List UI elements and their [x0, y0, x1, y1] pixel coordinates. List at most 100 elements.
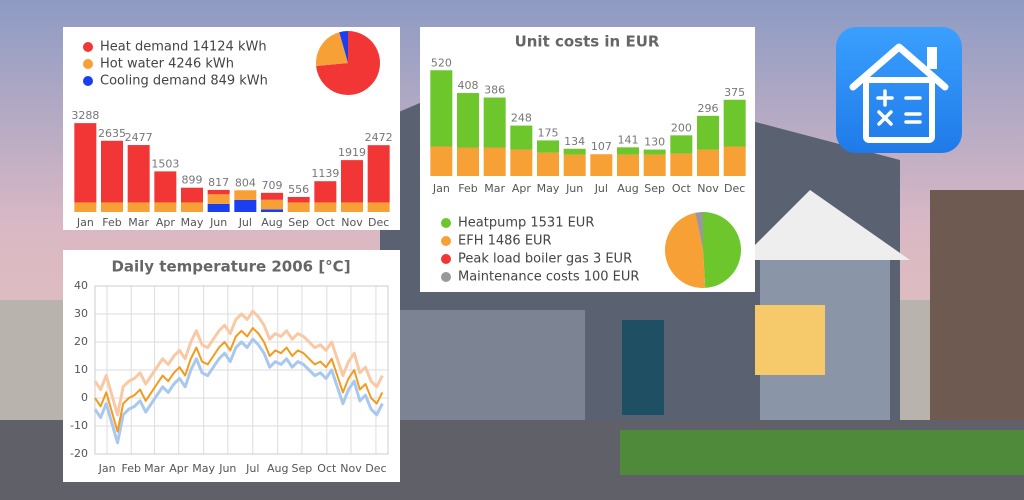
- legend-label: Heat demand 14124 kWh: [100, 40, 267, 55]
- x-tick-label: Oct: [317, 462, 337, 475]
- total-label: 556: [288, 183, 309, 196]
- x-tick-label: May: [537, 182, 560, 195]
- total-label: 2635: [98, 127, 126, 140]
- pie-slice: [316, 32, 348, 67]
- x-tick-label: Sep: [644, 182, 665, 195]
- bar-segment: [590, 154, 613, 176]
- total-label: 130: [644, 136, 665, 149]
- plot-frame: [94, 285, 389, 455]
- x-tick-label: Apr: [156, 216, 176, 229]
- total-label: 709: [262, 179, 283, 192]
- total-label: 899: [182, 174, 203, 187]
- x-tick-label: Jan: [98, 462, 116, 475]
- legend-label: Hot water 4246 kWh: [100, 57, 234, 72]
- bar-segment: [261, 192, 283, 200]
- pie-slice: [703, 212, 741, 288]
- pie-slice: [695, 212, 703, 250]
- x-tick-label: Dec: [365, 462, 386, 475]
- bar-segment: [181, 187, 203, 203]
- x-tick-label: Mar: [128, 216, 149, 229]
- x-tick-label: May: [181, 216, 204, 229]
- bar-segment: [74, 123, 97, 203]
- line: [93, 337, 384, 445]
- line: [94, 327, 384, 433]
- bar-segment: [367, 145, 390, 203]
- panel: [63, 250, 400, 482]
- bar-segment: [287, 196, 310, 203]
- total-label: 134: [564, 135, 585, 148]
- x-tick-label: Mar: [144, 462, 165, 475]
- bar-segment: [483, 97, 506, 148]
- bar-segment: [643, 154, 666, 176]
- total-label: 375: [724, 86, 745, 99]
- pie-slice: [339, 31, 348, 63]
- app-icon: [836, 27, 962, 153]
- bar-segment: [723, 146, 746, 176]
- pie-slice: [316, 31, 380, 95]
- bar-segment: [234, 190, 257, 200]
- total-label: 386: [484, 84, 505, 97]
- total-label: 107: [591, 140, 612, 153]
- bar-segment: [207, 203, 230, 212]
- pie-slice: [695, 212, 703, 250]
- bar-segment: [483, 147, 506, 176]
- legend-label: EFH 1486 EUR: [458, 234, 552, 249]
- legend-marker: [441, 236, 451, 246]
- x-tick-label: Aug: [267, 462, 288, 475]
- y-tick-label: 40: [74, 279, 88, 292]
- legend-label: Maintenance costs 100 EUR: [458, 270, 639, 285]
- total-label: 1139: [311, 167, 339, 180]
- y-tick-label: -20: [70, 447, 88, 460]
- x-tick-label: Jun: [565, 182, 583, 195]
- x-tick-label: Dec: [368, 216, 389, 229]
- x-tick-label: Jul: [594, 182, 608, 195]
- y-tick-label: 10: [74, 363, 88, 376]
- bar-segment: [367, 202, 390, 212]
- x-tick-label: Jul: [245, 462, 259, 475]
- total-label: 2472: [365, 131, 393, 144]
- bar-segment: [314, 202, 337, 212]
- x-tick-label: Oct: [316, 216, 336, 229]
- chart-title: Unit costs in EUR: [515, 33, 660, 51]
- bar-segment: [207, 194, 230, 204]
- total-label: 175: [538, 126, 559, 139]
- total-label: 804: [235, 176, 256, 189]
- total-label: 1919: [338, 146, 366, 159]
- x-tick-label: Nov: [697, 182, 719, 195]
- total-label: 3288: [71, 109, 99, 122]
- x-tick-label: Jul: [238, 216, 252, 229]
- legend-label: Cooling demand 849 kWh: [100, 74, 268, 89]
- bar-segment: [430, 146, 453, 176]
- legend-marker: [441, 218, 451, 228]
- bar-segment: [341, 160, 363, 203]
- x-tick-label: Dec: [724, 182, 745, 195]
- total-label: 1503: [151, 157, 179, 170]
- legend-marker: [83, 59, 93, 69]
- total-label: 296: [698, 102, 719, 115]
- x-tick-label: May: [192, 462, 215, 475]
- y-tick-label: 30: [74, 307, 88, 320]
- bar-segment: [341, 202, 363, 212]
- total-label: 817: [208, 176, 229, 189]
- x-tick-label: Feb: [102, 216, 121, 229]
- bar-segment: [314, 181, 337, 203]
- total-label: 200: [671, 121, 692, 134]
- x-tick-label: Sep: [292, 462, 313, 475]
- bar-segment: [127, 145, 150, 203]
- bar-segment: [510, 125, 533, 150]
- legend-marker: [441, 254, 451, 264]
- bar-segment: [510, 149, 533, 176]
- bar-segment: [723, 99, 746, 147]
- x-tick-label: Nov: [340, 462, 362, 475]
- bar-segment: [261, 209, 283, 212]
- chart-title: Daily temperature 2006 [°C]: [111, 258, 350, 276]
- y-tick-label: 0: [81, 391, 88, 404]
- total-label: 141: [618, 133, 639, 146]
- bar-segment: [617, 147, 639, 155]
- total-label: 248: [511, 112, 532, 125]
- bar-segment: [430, 70, 453, 147]
- x-tick-label: Feb: [458, 182, 477, 195]
- x-tick-label: Aug: [617, 182, 638, 195]
- legend-marker: [441, 272, 451, 282]
- x-tick-label: Nov: [341, 216, 363, 229]
